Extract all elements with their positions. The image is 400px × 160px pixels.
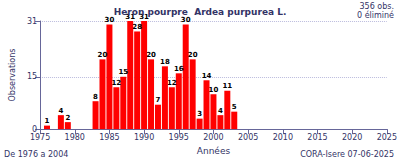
svg-text:De 1976 a 2004: De 1976 a 2004: [4, 150, 68, 159]
svg-text:15: 15: [27, 72, 37, 81]
svg-text:1995: 1995: [169, 133, 189, 142]
svg-text:31: 31: [125, 12, 136, 21]
svg-text:20: 20: [98, 51, 108, 59]
svg-text:2: 2: [65, 114, 70, 122]
svg-text:18: 18: [160, 58, 170, 66]
svg-text:356 obs.: 356 obs.: [360, 2, 395, 11]
svg-text:2015: 2015: [307, 133, 327, 142]
svg-text:31: 31: [27, 17, 37, 26]
svg-text:0 éliminé: 0 éliminé: [357, 10, 394, 20]
svg-text:4: 4: [218, 107, 223, 115]
svg-text:16: 16: [174, 65, 184, 73]
svg-text:28: 28: [132, 23, 142, 31]
svg-text:2020: 2020: [342, 133, 362, 142]
svg-text:1: 1: [45, 117, 50, 125]
svg-text:4: 4: [58, 107, 63, 115]
svg-text:3: 3: [197, 110, 202, 118]
svg-text:12: 12: [167, 79, 177, 87]
svg-text:30: 30: [105, 16, 115, 24]
svg-text:2005: 2005: [238, 133, 258, 142]
svg-text:1975: 1975: [30, 133, 50, 142]
svg-text:Heron pourpre Ardea purpurea: Heron pourpre Ardea purpurea L.: [114, 7, 287, 17]
svg-text:5: 5: [232, 103, 237, 111]
svg-text:14: 14: [202, 72, 212, 80]
svg-text:31: 31: [139, 12, 149, 21]
svg-text:2000: 2000: [203, 133, 223, 142]
svg-text:Observations: Observations: [8, 49, 17, 102]
svg-text:11: 11: [222, 82, 232, 90]
svg-text:1980: 1980: [65, 133, 85, 142]
svg-text:CORA-Isere 07-06-2025: CORA-Isere 07-06-2025: [300, 150, 394, 159]
svg-text:20: 20: [188, 51, 198, 59]
svg-text:30: 30: [181, 16, 191, 24]
svg-text:2025: 2025: [377, 133, 397, 142]
svg-text:Années: Années: [197, 146, 231, 156]
svg-text:15: 15: [118, 68, 128, 76]
svg-text:12: 12: [111, 79, 121, 87]
svg-text:0: 0: [32, 124, 38, 134]
svg-text:2010: 2010: [273, 133, 293, 142]
svg-text:1990: 1990: [134, 133, 154, 142]
svg-text:7: 7: [156, 96, 161, 104]
svg-text:10: 10: [209, 86, 219, 94]
svg-text:1985: 1985: [99, 133, 119, 142]
svg-text:8: 8: [93, 93, 98, 101]
svg-text:20: 20: [146, 51, 156, 59]
